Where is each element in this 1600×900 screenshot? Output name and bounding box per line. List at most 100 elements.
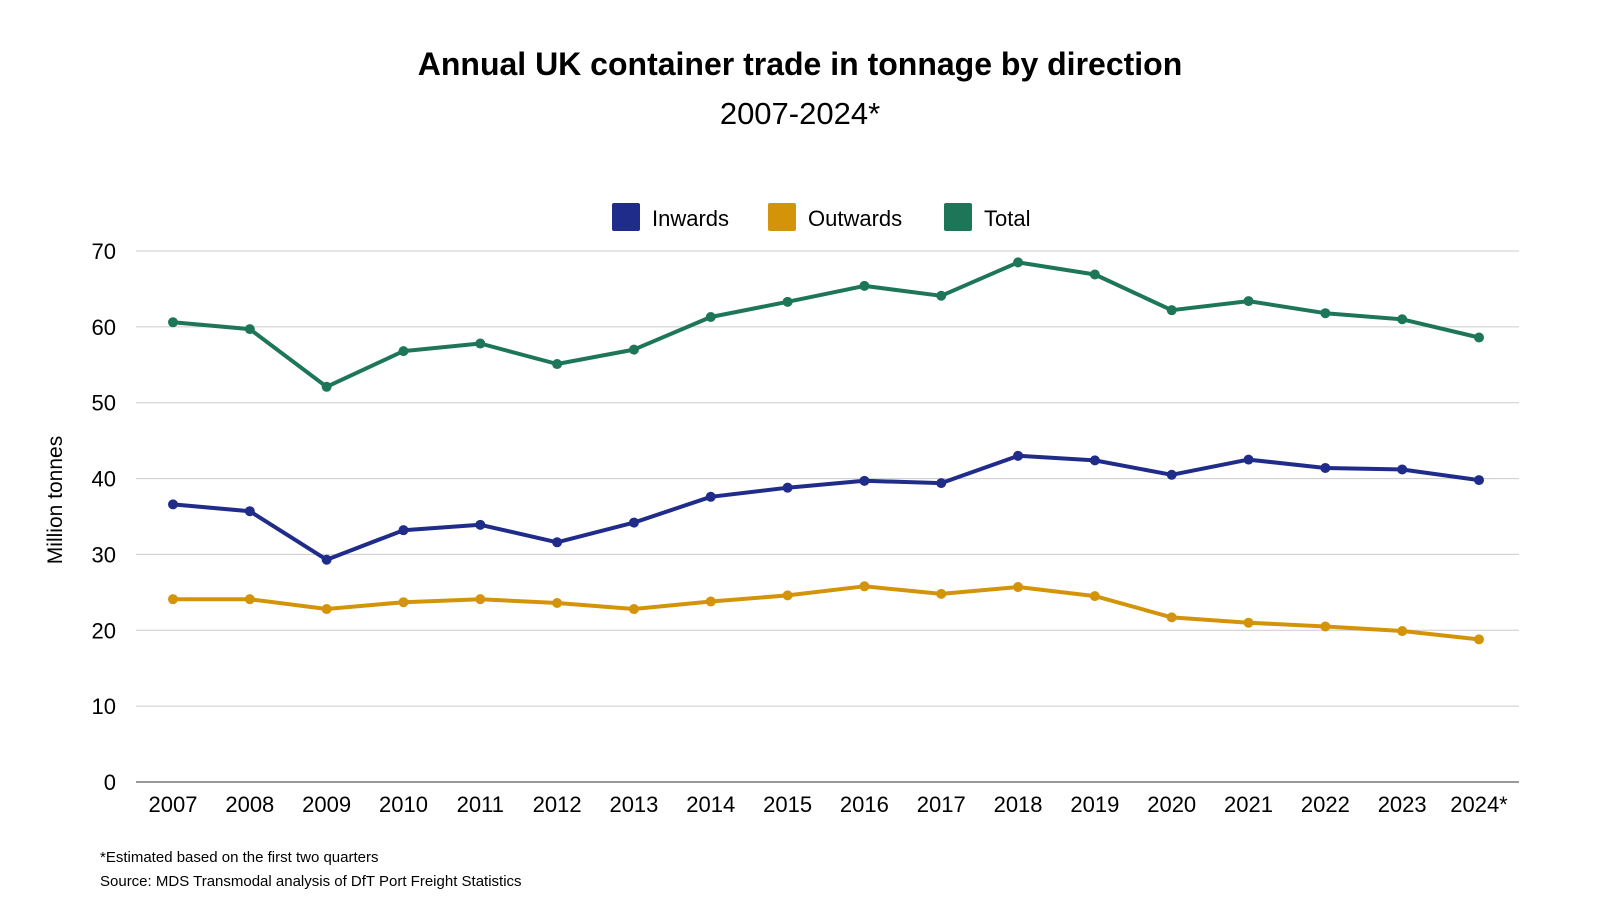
data-point <box>859 475 870 486</box>
y-tick-label: 50 <box>92 391 116 416</box>
x-tick-label: 2020 <box>1147 792 1196 817</box>
x-tick-label: 2023 <box>1378 792 1427 817</box>
series-line <box>171 584 1481 642</box>
data-point <box>1013 257 1024 268</box>
series-line <box>171 260 1481 389</box>
data-point <box>859 581 870 592</box>
chart-title: Annual UK container trade in tonnage by … <box>418 46 1183 82</box>
y-tick-label: 30 <box>92 542 116 567</box>
x-tick-label: 2015 <box>763 792 812 817</box>
x-tick-label: 2021 <box>1224 792 1273 817</box>
x-tick-label: 2019 <box>1070 792 1119 817</box>
series-inwards <box>168 450 1484 565</box>
legend-item: Inwards <box>612 203 729 231</box>
gridlines <box>136 250 1519 783</box>
footnote: *Estimated based on the first two quarte… <box>100 849 378 866</box>
y-tick-label: 60 <box>92 315 116 340</box>
data-point <box>628 344 639 355</box>
data-point <box>398 525 409 536</box>
x-tick-label: 2011 <box>457 792 504 817</box>
data-point <box>782 296 793 307</box>
data-point <box>1166 469 1177 480</box>
x-tick-label: 2024* <box>1450 792 1508 817</box>
data-point <box>1013 582 1024 593</box>
legend-label: Total <box>984 206 1030 231</box>
data-point <box>168 594 178 605</box>
x-tick-label: 2009 <box>302 792 351 817</box>
data-point <box>244 324 255 335</box>
data-point <box>1243 296 1254 307</box>
data-point <box>321 554 332 565</box>
source-note: Source: MDS Transmodal analysis of DfT P… <box>100 873 522 890</box>
data-point <box>168 317 178 328</box>
legend: Inwards Outwards Total <box>612 203 1030 231</box>
x-tick-label: 2012 <box>533 792 582 817</box>
x-tick-label: 2018 <box>994 792 1043 817</box>
y-tick-label: 20 <box>92 618 116 643</box>
data-point <box>705 311 716 322</box>
data-point <box>782 590 793 601</box>
series-line <box>171 453 1481 562</box>
y-tick-label: 10 <box>92 694 116 719</box>
data-point <box>1166 612 1177 623</box>
data-point <box>1320 462 1331 473</box>
data-point <box>1397 464 1408 475</box>
data-point <box>1320 621 1331 632</box>
series-outwards <box>168 581 1484 645</box>
legend-label: Outwards <box>808 206 902 231</box>
data-point <box>782 482 793 493</box>
data-point <box>244 506 255 517</box>
data-point <box>1474 634 1484 645</box>
legend-label: Inwards <box>652 206 729 231</box>
data-point <box>1320 308 1331 319</box>
data-point <box>705 491 716 502</box>
data-point <box>1089 591 1100 602</box>
y-tick-label: 40 <box>92 467 116 492</box>
data-point <box>1397 626 1408 637</box>
x-tick-label: 2014 <box>686 792 735 817</box>
data-point <box>1013 450 1024 461</box>
legend-item: Total <box>944 203 1030 231</box>
y-tick-label: 0 <box>104 770 116 795</box>
data-point <box>244 594 255 605</box>
legend-item: Outwards <box>768 203 902 231</box>
x-tick-label: 2022 <box>1301 792 1350 817</box>
data-point <box>475 519 486 530</box>
data-point <box>398 346 409 357</box>
data-point <box>1243 454 1254 465</box>
y-axis-label: Million tonnes <box>44 436 67 564</box>
x-tick-label: 2013 <box>609 792 658 817</box>
legend-swatch <box>768 203 796 231</box>
data-point <box>398 597 409 608</box>
data-point <box>1397 314 1408 325</box>
data-point <box>1089 455 1100 466</box>
legend-swatch <box>612 203 640 231</box>
y-axis-ticks: 0 10 20 30 40 50 60 70 <box>92 239 116 795</box>
data-point <box>705 596 716 607</box>
data-point <box>936 478 947 489</box>
x-axis-ticks: 2007 2008 2009 2010 2011 2012 2013 2014 2015 2016… <box>149 792 1509 817</box>
chart-subtitle: 2007-2024* <box>720 96 880 131</box>
data-point <box>1474 475 1484 486</box>
data-point <box>552 597 563 608</box>
data-point <box>552 359 563 370</box>
data-point <box>321 604 332 615</box>
data-point <box>1166 305 1177 316</box>
data-point <box>1089 269 1100 280</box>
x-tick-label: 2007 <box>149 792 198 817</box>
data-point <box>628 517 639 528</box>
data-point <box>475 594 486 605</box>
legend-swatch <box>944 203 972 231</box>
x-tick-label: 2017 <box>917 792 966 817</box>
data-point <box>552 537 563 548</box>
x-tick-label: 2016 <box>840 792 889 817</box>
data-point <box>628 604 639 615</box>
data-point <box>1474 332 1484 343</box>
data-point <box>936 290 947 301</box>
data-point <box>936 588 947 599</box>
data-point <box>168 499 178 510</box>
series-total <box>168 257 1484 392</box>
data-point <box>859 280 870 291</box>
y-tick-label: 70 <box>92 239 116 264</box>
